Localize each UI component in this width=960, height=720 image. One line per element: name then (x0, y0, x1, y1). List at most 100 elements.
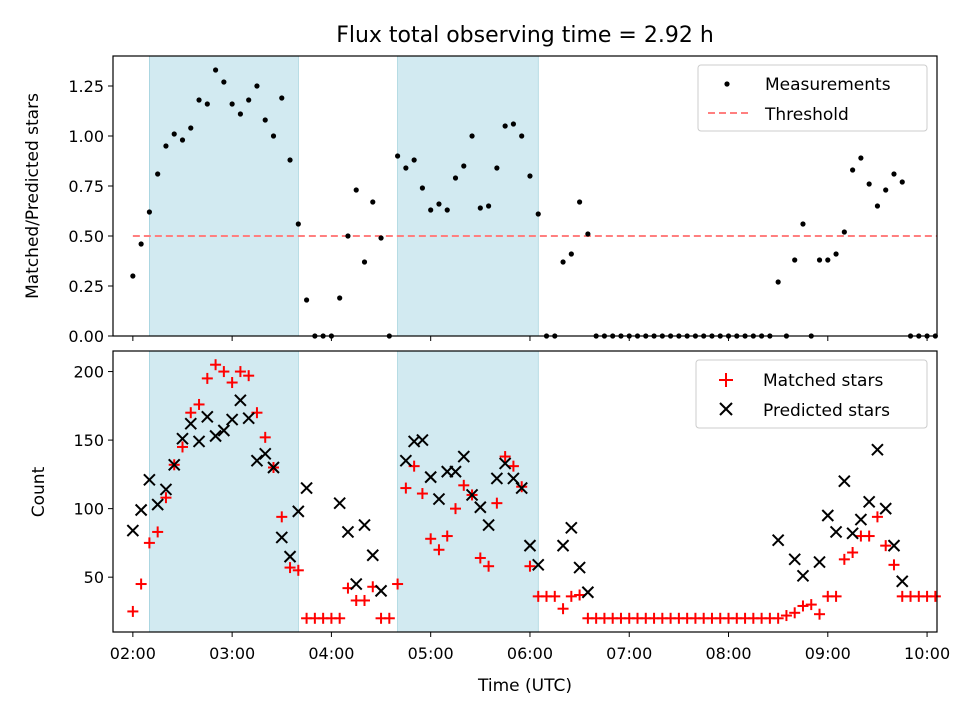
measurement-point (874, 203, 881, 209)
measurement-point (816, 257, 823, 263)
legend-predicted-marker (719, 402, 733, 416)
measurement-point (891, 171, 897, 177)
matched-star-point (185, 407, 197, 419)
matched-star-point (814, 608, 826, 620)
measurement-point (577, 199, 583, 205)
measurement-point (485, 203, 492, 209)
measurement-point (825, 257, 831, 263)
bottom-shaded-interval-1 (149, 350, 299, 633)
matched-star-point (201, 372, 213, 384)
x-axis-label: Time (UTC) (477, 676, 572, 696)
bottom-legend: Matched stars Predicted stars (695, 359, 928, 429)
x-tick-label: 05:00 (408, 644, 454, 663)
predicted-star-point (366, 549, 379, 562)
measurement-point (850, 167, 856, 173)
matched-star-point (499, 451, 511, 463)
predicted-star-point (556, 539, 570, 552)
predicted-star-point (879, 502, 892, 515)
measurement-point (163, 143, 169, 149)
bottom-plot-frame (112, 350, 938, 633)
predicted-star-point (275, 531, 288, 544)
measurement-point (204, 101, 210, 107)
measurement-point (146, 209, 153, 215)
measurement-point (411, 157, 417, 163)
predicted-star-point (192, 435, 206, 448)
predicted-star-point (573, 561, 586, 574)
matched-star-point (507, 460, 519, 472)
x-tick-label: 07:00 (606, 644, 652, 663)
matched-star-point (838, 553, 850, 565)
predicted-star-point (168, 458, 181, 471)
predicted-star-point (341, 525, 355, 539)
top-plot-frame (112, 55, 938, 337)
matched-star-point (392, 578, 404, 590)
matched-star-point (871, 511, 883, 523)
measurement-point (792, 257, 798, 263)
matched-star-point (789, 607, 801, 619)
matched-star-point (218, 366, 230, 378)
matched-star-point (524, 560, 536, 572)
measurement-point (403, 165, 409, 171)
predicted-star-point (771, 533, 785, 547)
measurement-point (775, 279, 781, 285)
measurement-point (899, 179, 905, 185)
bottom-y-tick-label: 50 (84, 568, 104, 587)
matched-star-point (772, 612, 784, 624)
predicted-star-point (259, 447, 272, 461)
predicted-star-point (565, 521, 578, 535)
predicted-star-point (523, 539, 537, 552)
measurement-point (254, 83, 260, 89)
predicted-star-point (490, 472, 504, 485)
measurement-point (353, 187, 359, 193)
measurement-point (858, 155, 864, 161)
top-shaded-interval-2 (397, 55, 539, 337)
predicted-star-point (134, 503, 148, 517)
measurement-point (370, 199, 376, 205)
matched-star-point (847, 546, 859, 558)
predicted-star-point (333, 496, 346, 510)
legend-matched-marker (719, 373, 733, 387)
matched-star-point (276, 511, 288, 523)
predicted-star-point (201, 410, 214, 424)
matched-star-point (805, 599, 817, 611)
measurement-point (535, 211, 541, 217)
bottom-shaded-intervals (149, 350, 539, 633)
top-panel: 0.00 0.25 0.50 0.75 1.00 1.25 Matched/Predict… (23, 55, 938, 346)
top-y-axis-label: Matched/Predicted stars (23, 93, 43, 299)
top-y-tick-label: 1.00 (68, 127, 104, 146)
predicted-star-point (358, 518, 371, 532)
measurement-point (295, 221, 301, 227)
top-y-tick-label: 0.25 (68, 277, 104, 296)
measurement-point (394, 153, 401, 159)
measurement-point (179, 137, 186, 143)
matched-star-point (210, 359, 222, 371)
measurement-point (221, 79, 227, 85)
top-legend-box (697, 64, 928, 132)
predicted-star-point (225, 413, 239, 426)
predicted-star-point (788, 553, 801, 566)
predicted-star-point (217, 424, 231, 437)
matched-star-point (243, 370, 255, 382)
bottom-panel: 50 100 150 200 02:00 03:00 04:00 05:00 06:00 07:… (29, 350, 950, 696)
matched-star-point (160, 492, 172, 504)
predicted-star-point (449, 465, 462, 478)
predicted-star-point (829, 525, 843, 539)
top-shaded-intervals (149, 55, 539, 337)
predicted-star-point (796, 569, 810, 583)
predicted-star-point (283, 550, 297, 563)
predicted-star-point (846, 527, 859, 540)
predicted-star-point (267, 461, 280, 474)
matched-star-point (458, 479, 470, 491)
measurement-point (196, 97, 202, 103)
matched-star-point (474, 552, 486, 564)
predicted-star-point (416, 433, 429, 447)
matched-star-point (863, 530, 875, 542)
top-y-tick-label: 0.00 (68, 327, 104, 346)
measurement-point (237, 111, 244, 117)
predicted-star-point (515, 481, 528, 495)
predicted-star-point (374, 584, 388, 598)
predicted-star-point (482, 518, 495, 532)
bottom-y-tick-label: 150 (73, 431, 104, 450)
predicted-star-point (159, 483, 173, 496)
